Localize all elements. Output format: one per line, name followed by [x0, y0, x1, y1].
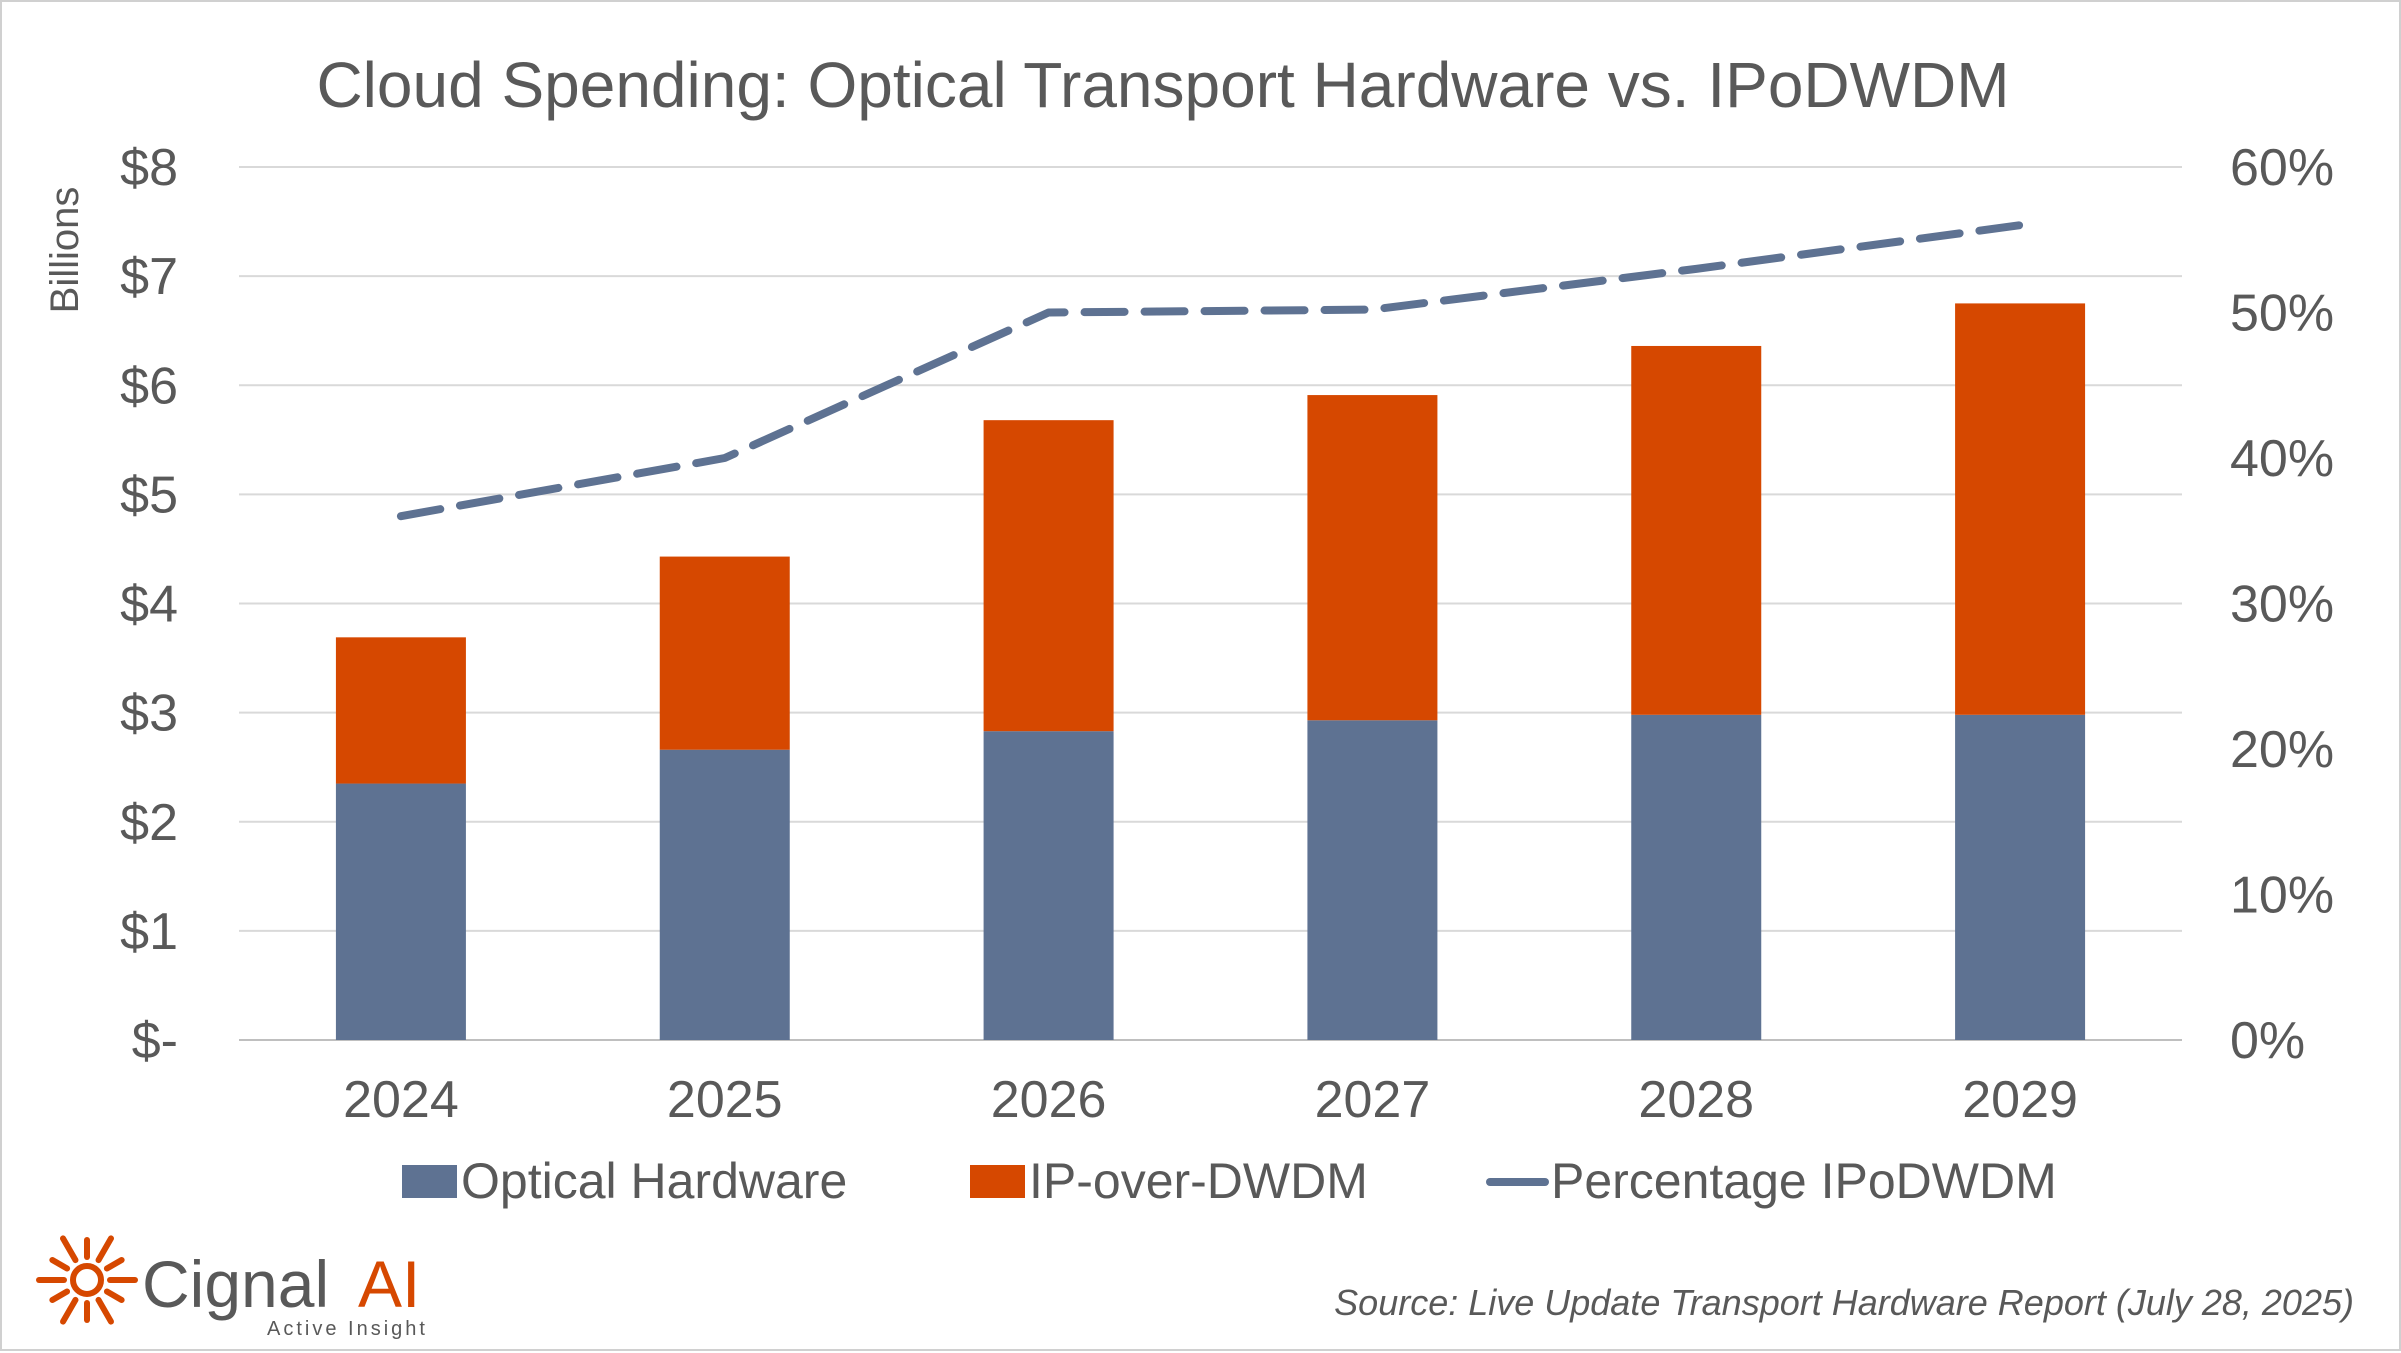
percentage-line: [396, 221, 2025, 521]
y2-tick-label: 0%: [2230, 1012, 2305, 1070]
sun-icon: [36, 1235, 138, 1325]
legend-swatch-optical: [402, 1165, 457, 1198]
legend-swatch-ipodwdm: [970, 1165, 1025, 1198]
x-tick-label: 2024: [343, 1071, 459, 1129]
y-tick-label: $-: [132, 1012, 178, 1070]
bar-optical-hardware: [1955, 714, 2086, 1040]
x-tick-label: 2027: [1315, 1071, 1431, 1129]
x-tick-label: 2025: [667, 1071, 783, 1129]
legend-label-ipodwdm: IP-over-DWDM: [1029, 1153, 1368, 1209]
x-tick-label: 2028: [1638, 1071, 1754, 1129]
legend-label-optical: Optical Hardware: [461, 1153, 847, 1209]
y-tick-label: $8: [120, 139, 178, 197]
y2-axis-ticks: 0% 10% 20% 30% 40% 50% 60%: [2230, 139, 2334, 1070]
bar-ip-over-dwdm: [1955, 303, 2086, 715]
bar-ip-over-dwdm: [659, 556, 790, 750]
y2-tick-label: 50%: [2230, 285, 2334, 343]
bar-ip-over-dwdm: [335, 637, 466, 784]
brand-logo: Cignal AI Active Insight: [36, 1235, 428, 1340]
bar-optical-hardware: [1307, 720, 1438, 1040]
line-percentage-ipodwdm: [396, 221, 2025, 521]
y2-tick-label: 10%: [2230, 867, 2334, 925]
y2-tick-label: 20%: [2230, 721, 2334, 779]
y-tick-label: $6: [120, 357, 178, 415]
bar-optical-hardware: [1631, 714, 1762, 1040]
y-axis-title: Billions: [43, 187, 87, 314]
bar-optical-hardware: [335, 783, 466, 1040]
gridlines: [239, 166, 2182, 1041]
bar-ip-over-dwdm: [983, 420, 1114, 732]
bars: [335, 303, 2086, 1040]
y-tick-label: $3: [120, 685, 178, 743]
brand-tagline: Active Insight: [267, 1318, 428, 1340]
x-tick-label: 2026: [991, 1071, 1107, 1129]
y-axis-ticks: $- $1 $2 $3 $4 $5 $6 $7 $8: [120, 139, 178, 1070]
x-axis-ticks: 2024 2025 2026 2027 2028 2029: [343, 1071, 2078, 1129]
brand-name: Cignal: [142, 1247, 329, 1321]
bar-optical-hardware: [659, 749, 790, 1040]
x-tick-label: 2029: [1962, 1071, 2078, 1129]
y-tick-label: $5: [120, 466, 178, 524]
y2-tick-label: 40%: [2230, 430, 2334, 488]
source-note: Source: Live Update Transport Hardware R…: [1334, 1282, 2354, 1323]
y2-tick-label: 60%: [2230, 139, 2334, 197]
bar-ip-over-dwdm: [1631, 345, 1762, 715]
brand-ai: AI: [358, 1247, 420, 1321]
y-tick-label: $4: [120, 576, 178, 634]
chart-title: Cloud Spending: Optical Transport Hardwa…: [316, 49, 2009, 121]
legend: Optical Hardware IP-over-DWDM Percentage…: [402, 1153, 2057, 1209]
bar-ip-over-dwdm: [1307, 395, 1438, 721]
y-tick-label: $7: [120, 248, 178, 306]
y-tick-label: $1: [120, 903, 178, 961]
y-tick-label: $2: [120, 794, 178, 852]
y2-tick-label: 30%: [2230, 576, 2334, 634]
legend-label-percentage: Percentage IPoDWDM: [1551, 1153, 2057, 1209]
bar-optical-hardware: [983, 731, 1114, 1040]
